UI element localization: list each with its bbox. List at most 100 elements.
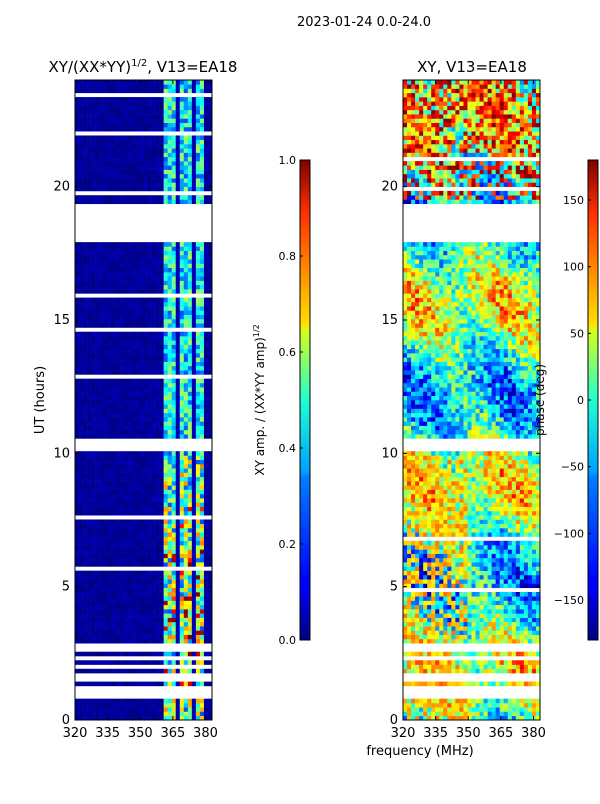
- heatmap-cell: [107, 707, 112, 712]
- heatmap-cell: [171, 626, 177, 631]
- heatmap-cell: [75, 464, 80, 469]
- heatmap-cell: [423, 638, 428, 644]
- heatmap-cell: [475, 583, 480, 589]
- heatmap-cell: [111, 502, 116, 507]
- heatmap-cell: [483, 604, 488, 610]
- heatmap-cell: [155, 592, 160, 597]
- heatmap-cell: [187, 476, 193, 482]
- heatmap-cell: [119, 651, 124, 657]
- heatmap-cell: [487, 634, 492, 640]
- heatmap-cell: [459, 651, 464, 657]
- heatmap-cell: [115, 630, 120, 635]
- heatmap-cell: [183, 455, 189, 461]
- heatmap-cell: [171, 638, 177, 644]
- heatmap-cell: [103, 165, 108, 170]
- heatmap-cell: [199, 600, 205, 606]
- heatmap-cell: [75, 489, 80, 495]
- heatmap-cell: [435, 715, 440, 721]
- heatmap-cell: [499, 638, 505, 644]
- heatmap-cell: [103, 169, 108, 175]
- heatmap-cell: [167, 583, 173, 589]
- heatmap-cell: [407, 621, 412, 627]
- heatmap-cell: [139, 498, 144, 503]
- heatmap-cell: [535, 630, 541, 635]
- heatmap-cell: [131, 660, 136, 665]
- heatmap-cell: [167, 161, 173, 166]
- heatmap-cell: [423, 592, 428, 597]
- heatmap-cell: [99, 148, 104, 153]
- heatmap-cell: [147, 604, 152, 610]
- heatmap-cell: [151, 421, 156, 426]
- heatmap-cell: [207, 310, 213, 315]
- heatmap-cell: [415, 583, 420, 589]
- heatmap-cell: [159, 289, 164, 294]
- heatmap-cell: [519, 711, 525, 717]
- heatmap-cell: [167, 468, 173, 473]
- heatmap-cell: [143, 365, 148, 371]
- heatmap-cell: [471, 592, 476, 597]
- heatmap-cell: [123, 464, 128, 469]
- heatmap-cell: [127, 306, 132, 311]
- heatmap-cell: [175, 289, 181, 294]
- heatmap-cell: [143, 306, 148, 311]
- heatmap-cell: [187, 583, 193, 589]
- heatmap-cell: [203, 323, 209, 328]
- heatmap-cell: [147, 698, 152, 704]
- heatmap-cell: [159, 382, 164, 388]
- heatmap-cell: [415, 574, 420, 580]
- heatmap-cell: [195, 574, 201, 580]
- heatmap-cell: [483, 574, 488, 580]
- heatmap-cell: [195, 698, 201, 704]
- heatmap-cell: [123, 314, 128, 320]
- heatmap-cell: [511, 583, 517, 589]
- heatmap-cell: [135, 698, 140, 704]
- heatmap-cell: [151, 135, 156, 141]
- heatmap-cell: [171, 472, 177, 478]
- heatmap-cell: [127, 626, 132, 631]
- heatmap-cell: [535, 613, 541, 618]
- heatmap-cell: [475, 715, 480, 721]
- heatmap-cell: [175, 545, 181, 550]
- heatmap-cell: [95, 357, 100, 362]
- heatmap-cell: [91, 259, 96, 264]
- heatmap-cell: [99, 604, 104, 610]
- heatmap-cell: [171, 476, 177, 482]
- heatmap-cell: [183, 634, 189, 640]
- heatmap-cell: [199, 668, 205, 674]
- heatmap-cell: [207, 267, 213, 273]
- heatmap-cell: [511, 604, 517, 610]
- heatmap-cell: [167, 600, 173, 606]
- heatmap-cell: [195, 259, 201, 264]
- heatmap-cell: [463, 638, 468, 644]
- heatmap-cell: [443, 609, 448, 614]
- heatmap-cell: [411, 574, 416, 580]
- heatmap-cell: [115, 510, 120, 516]
- heatmap-cell: [75, 715, 80, 721]
- heatmap-cell: [95, 97, 100, 102]
- heatmap-cell: [99, 395, 104, 401]
- heatmap-cell: [171, 698, 177, 704]
- heatmap-cell: [95, 152, 100, 158]
- heatmap-cell: [103, 421, 108, 426]
- heatmap-cell: [87, 267, 92, 273]
- heatmap-cell: [195, 318, 201, 324]
- heatmap-cell: [87, 199, 92, 205]
- heatmap-cell: [119, 698, 124, 704]
- heatmap-cell: [203, 429, 209, 435]
- heatmap-cell: [83, 621, 88, 627]
- heatmap-cell: [119, 472, 124, 478]
- heatmap-cell: [103, 553, 108, 559]
- heatmap-cell: [435, 668, 440, 674]
- heatmap-cell: [143, 651, 148, 657]
- heatmap-cell: [163, 323, 168, 328]
- heatmap-cell: [179, 472, 185, 478]
- heatmap-cell: [475, 702, 480, 708]
- heatmap-cell: [163, 412, 168, 418]
- heatmap-cell: [179, 378, 185, 384]
- heatmap-cell: [115, 621, 120, 627]
- heatmap-cell: [143, 84, 148, 89]
- heatmap-cell: [459, 583, 464, 589]
- heatmap-cell: [75, 553, 80, 559]
- heatmap-cell: [75, 528, 80, 533]
- heatmap-cell: [199, 549, 205, 554]
